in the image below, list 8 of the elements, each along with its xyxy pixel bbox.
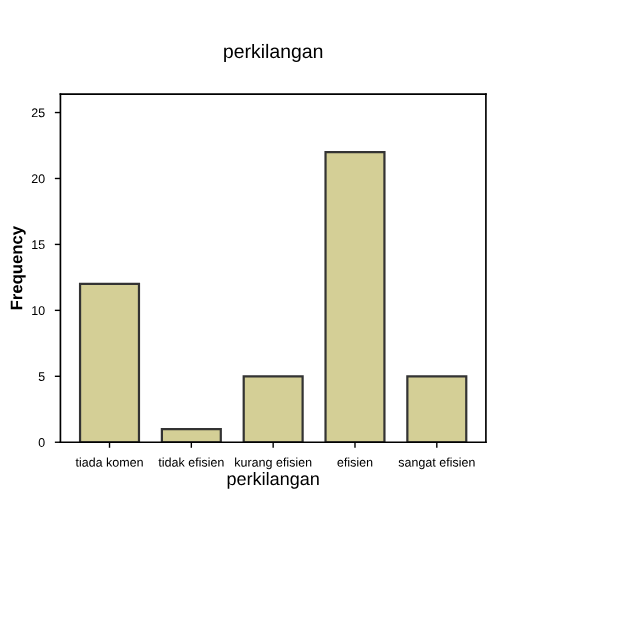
bar bbox=[78, 282, 141, 443]
x-axis-title: perkilangan bbox=[227, 471, 319, 489]
chart-title: perkilangan bbox=[224, 43, 323, 62]
bar bbox=[160, 427, 222, 443]
bar bbox=[242, 375, 304, 443]
bar bbox=[406, 375, 468, 443]
bar bbox=[324, 151, 386, 443]
y-axis-title: Frequency bbox=[10, 226, 26, 310]
